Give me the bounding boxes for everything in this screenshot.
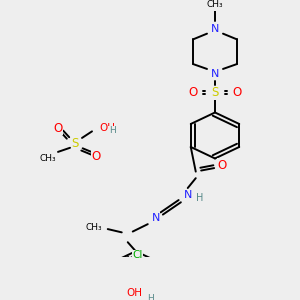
Text: CH₃: CH₃ — [207, 0, 223, 9]
Text: H: H — [147, 294, 154, 300]
Text: OH: OH — [99, 123, 115, 133]
Text: N: N — [211, 24, 219, 34]
Text: CH₃: CH₃ — [85, 223, 102, 232]
Text: O: O — [92, 150, 100, 163]
Text: O: O — [188, 86, 198, 99]
Text: S: S — [211, 86, 219, 99]
Text: N: N — [211, 69, 219, 79]
Text: N: N — [184, 190, 192, 200]
Text: O: O — [217, 158, 226, 172]
Text: H: H — [196, 193, 203, 203]
Text: O: O — [53, 122, 63, 135]
Text: N: N — [152, 213, 160, 223]
Text: OH: OH — [126, 288, 142, 298]
Text: S: S — [71, 137, 79, 150]
Text: O: O — [232, 86, 242, 99]
Text: H: H — [109, 126, 116, 135]
Text: Cl: Cl — [132, 250, 142, 260]
Text: CH₃: CH₃ — [40, 154, 56, 163]
